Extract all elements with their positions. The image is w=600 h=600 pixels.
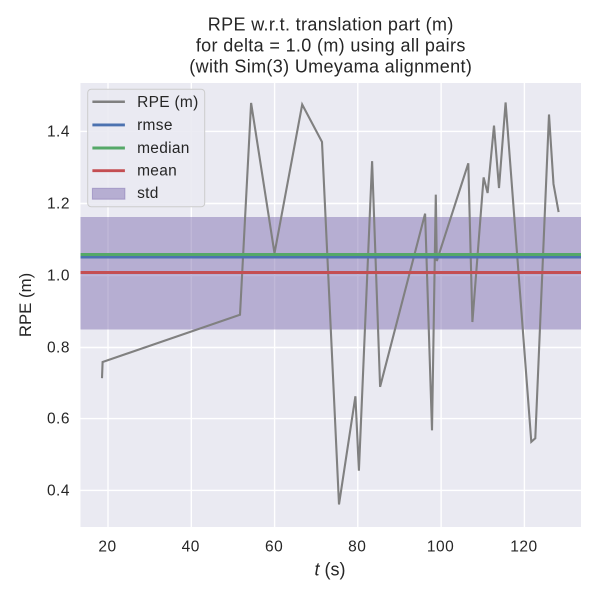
svg-text:0.6: 0.6 xyxy=(47,411,70,428)
svg-text:60: 60 xyxy=(265,539,283,556)
svg-text:for delta = 1.0 (m) using all: for delta = 1.0 (m) using all pairs xyxy=(196,36,466,56)
svg-text:RPE w.r.t. translation part (m: RPE w.r.t. translation part (m) xyxy=(208,15,454,35)
svg-text:median: median xyxy=(137,140,190,157)
svg-text:1.4: 1.4 xyxy=(47,123,70,140)
svg-text:40: 40 xyxy=(182,539,200,556)
svg-text:std: std xyxy=(137,185,159,202)
svg-text:(with Sim(3) Umeyama alignment: (with Sim(3) Umeyama alignment) xyxy=(189,57,472,77)
svg-text:RPE (m): RPE (m) xyxy=(16,273,35,337)
svg-text:0.4: 0.4 xyxy=(47,482,70,499)
svg-text:80: 80 xyxy=(348,539,366,556)
svg-text:1.2: 1.2 xyxy=(47,196,70,213)
svg-text:t (s): t (s) xyxy=(314,560,345,580)
svg-text:100: 100 xyxy=(427,539,454,556)
svg-text:rmse: rmse xyxy=(137,117,173,134)
svg-text:0.8: 0.8 xyxy=(47,340,70,357)
svg-text:120: 120 xyxy=(510,539,537,556)
svg-text:RPE (m): RPE (m) xyxy=(137,94,199,111)
svg-text:mean: mean xyxy=(137,163,177,180)
svg-text:1.0: 1.0 xyxy=(47,268,70,285)
svg-text:20: 20 xyxy=(98,539,116,556)
